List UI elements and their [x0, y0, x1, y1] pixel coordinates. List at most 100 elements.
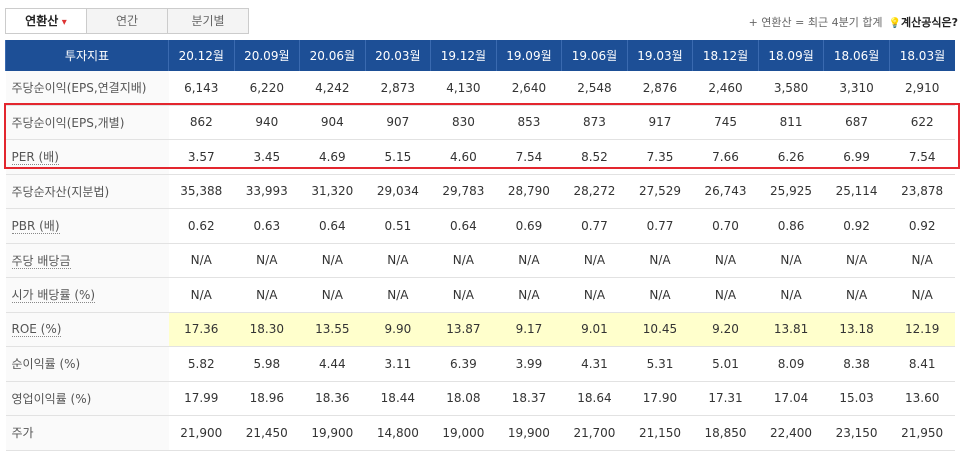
cell: 18.44 — [365, 381, 431, 416]
cell: 4,242 — [299, 71, 366, 106]
cell: N/A — [823, 243, 890, 278]
cell: 17.04 — [758, 381, 824, 416]
row-label: 주당순이익(EPS,개별) — [5, 105, 169, 140]
cell: 830 — [430, 105, 497, 140]
cell: 687 — [823, 105, 890, 140]
cell: 13.55 — [299, 312, 366, 347]
cell: 26,743 — [692, 174, 759, 209]
table-row: 주당 배당금 N/A N/A N/A N/A N/A N/A N/A N/A N/A N/A N/A N… — [5, 243, 955, 278]
cell: 18,850 — [692, 415, 759, 451]
cell: 23,878 — [889, 174, 955, 209]
indicator-table: 투자지표 20.12월 20.09월 20.06월 20.03월 19.12월 19.09월… — [5, 40, 955, 451]
cell: 9.20 — [692, 312, 759, 347]
cell: 13.60 — [889, 381, 955, 416]
cell: 19,900 — [299, 415, 366, 451]
highlight-box — [4, 103, 960, 169]
row-label: PBR (배) — [5, 208, 169, 244]
cell: 29,783 — [430, 174, 497, 209]
cell: N/A — [692, 243, 759, 278]
cell: N/A — [692, 277, 759, 313]
cell: 2,873 — [365, 71, 431, 106]
cell: 811 — [758, 105, 824, 140]
table-row: 주당순이익(EPS,연결지배) 6,143 6,220 4,242 2,873 4,130… — [5, 71, 955, 106]
cell: 2,460 — [692, 71, 759, 106]
cell: 853 — [496, 105, 562, 140]
header-row: 투자지표 20.12월 20.09월 20.06월 20.03월 19.12월 19.09월… — [5, 40, 955, 71]
cell: 14,800 — [365, 415, 431, 451]
cell: 8.41 — [889, 346, 955, 382]
column-header: 18.03월 — [888, 40, 955, 71]
row-label-text: 주당순이익(EPS,연결지배) — [11, 81, 147, 96]
cell: 2,876 — [627, 71, 693, 106]
cell: 13.18 — [823, 312, 890, 347]
row-label-text[interactable]: PER (배) — [11, 150, 59, 166]
table-row: 주당순이익(EPS,개별) 862 940 904 907 830 853 873 917 745… — [5, 105, 955, 140]
cell: 907 — [365, 105, 431, 140]
table-row: 순이익률 (%) 5.82 5.98 4.44 3.11 6.39 3.99 4.31 5.31… — [5, 346, 955, 382]
column-header: 20.03월 — [364, 40, 431, 71]
cell: 8.09 — [758, 346, 824, 382]
cell: 21,700 — [561, 415, 628, 451]
cell: N/A — [365, 243, 431, 278]
cell: 12.19 — [889, 312, 955, 347]
cell: 17.99 — [168, 381, 235, 416]
cell: 33,993 — [234, 174, 300, 209]
column-header: 19.12월 — [430, 40, 497, 71]
row-label: 영업이익률 (%) — [5, 381, 169, 416]
tab[interactable]: 연간 — [86, 9, 167, 33]
cell: 18.08 — [430, 381, 497, 416]
cell: 19,900 — [496, 415, 562, 451]
row-label: 시가 배당률 (%) — [5, 277, 169, 313]
table-row: 시가 배당률 (%) N/A N/A N/A N/A N/A N/A N/A N/A N/A N/A… — [5, 277, 955, 313]
cell: 3.11 — [365, 346, 431, 382]
tab[interactable]: 분기별 — [167, 9, 248, 33]
cell: 0.51 — [365, 208, 431, 244]
cell: N/A — [168, 243, 235, 278]
cell: 9.01 — [561, 312, 628, 347]
row-label-text[interactable]: ROE (%) — [11, 322, 62, 338]
cell: 18.96 — [234, 381, 300, 416]
cell: 2,548 — [561, 71, 628, 106]
row-label-text[interactable]: 주당 배당금 — [11, 253, 71, 269]
cell: 4.44 — [299, 346, 366, 382]
cell: 3,580 — [758, 71, 824, 106]
cell: N/A — [299, 243, 366, 278]
cell: 25,114 — [823, 174, 890, 209]
cell: 28,272 — [561, 174, 628, 209]
row-label: 순이익률 (%) — [5, 346, 169, 382]
cell: 6,143 — [168, 71, 235, 106]
column-header: 18.12월 — [692, 40, 759, 71]
cell: N/A — [561, 277, 628, 313]
row-label: 주가 — [5, 415, 169, 451]
cell: 17.31 — [692, 381, 759, 416]
cell: 10.45 — [627, 312, 693, 347]
column-header: 20.06월 — [299, 40, 366, 71]
row-label: 주당순자산(지분법) — [5, 174, 169, 209]
table-row: 영업이익률 (%) 17.99 18.96 18.36 18.44 18.08 18.37 1… — [5, 381, 955, 416]
cell: 0.70 — [692, 208, 759, 244]
cell: N/A — [430, 243, 497, 278]
cell: 9.17 — [496, 312, 562, 347]
cell: 0.63 — [234, 208, 300, 244]
cell: 21,150 — [627, 415, 693, 451]
cell: 0.64 — [299, 208, 366, 244]
cell: N/A — [758, 243, 824, 278]
cell: 2,910 — [889, 71, 955, 106]
cell: 18.30 — [234, 312, 300, 347]
table-row: 주당순자산(지분법) 35,388 33,993 31,320 29,034 29,783… — [5, 174, 955, 209]
column-header: 18.06월 — [823, 40, 890, 71]
formula-link[interactable]: 계산공식은? — [889, 16, 958, 29]
cell: N/A — [496, 277, 562, 313]
cell: 0.64 — [430, 208, 497, 244]
cell: 21,450 — [234, 415, 300, 451]
cell: N/A — [365, 277, 431, 313]
cell: 0.77 — [627, 208, 693, 244]
row-label-text[interactable]: PBR (배) — [11, 219, 60, 235]
cell: 17.90 — [627, 381, 693, 416]
tab[interactable]: 연환산 — [6, 9, 86, 33]
table-row: ROE (%) 17.36 18.30 13.55 9.90 13.87 9.17 9.01 1… — [5, 312, 955, 347]
cell: 904 — [299, 105, 366, 140]
cell: 0.92 — [823, 208, 890, 244]
row-label-text[interactable]: 시가 배당률 (%) — [11, 288, 96, 304]
cell: 17.36 — [168, 312, 235, 347]
